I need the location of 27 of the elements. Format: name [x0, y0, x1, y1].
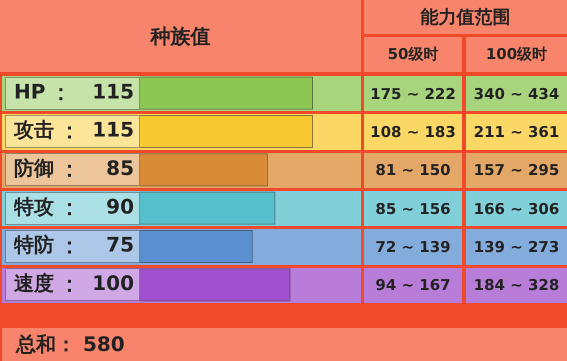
data-label: 85 — [106, 156, 134, 180]
y-tick-label: 速度 — [14, 271, 54, 296]
data-label: 115 — [92, 118, 134, 142]
data-label: 100 — [92, 271, 134, 296]
data-label: 90 — [106, 194, 134, 218]
y-tick-label: 防御 — [14, 156, 54, 180]
text: 50级时 — [364, 37, 462, 72]
data-label: 75 — [106, 232, 134, 257]
text: 175 ~ 222 — [364, 76, 462, 112]
y-tick-label: HP — [14, 79, 46, 104]
text: 总和： 580 — [2, 328, 567, 361]
text: 340 ~ 434 — [466, 76, 567, 112]
text: 94 ~ 167 — [364, 268, 462, 303]
y-tick-label: 攻击 — [13, 118, 54, 142]
text: 157 ~ 295 — [466, 152, 567, 188]
text: 能力值范围 — [364, 0, 567, 34]
text: 139 ~ 273 — [466, 229, 567, 265]
text: 211 ~ 361 — [466, 114, 567, 150]
chart-title: 种族值 — [0, 0, 361, 72]
text: 166 ~ 306 — [466, 191, 567, 226]
text: 72 ~ 139 — [364, 229, 462, 265]
data-label: 115 — [92, 79, 134, 104]
text: 108 ~ 183 — [364, 114, 462, 150]
text: 184 ~ 328 — [466, 268, 567, 303]
text: 85 ~ 156 — [364, 191, 462, 226]
text: 81 ~ 150 — [364, 152, 462, 188]
text: 100级时 — [466, 37, 567, 72]
